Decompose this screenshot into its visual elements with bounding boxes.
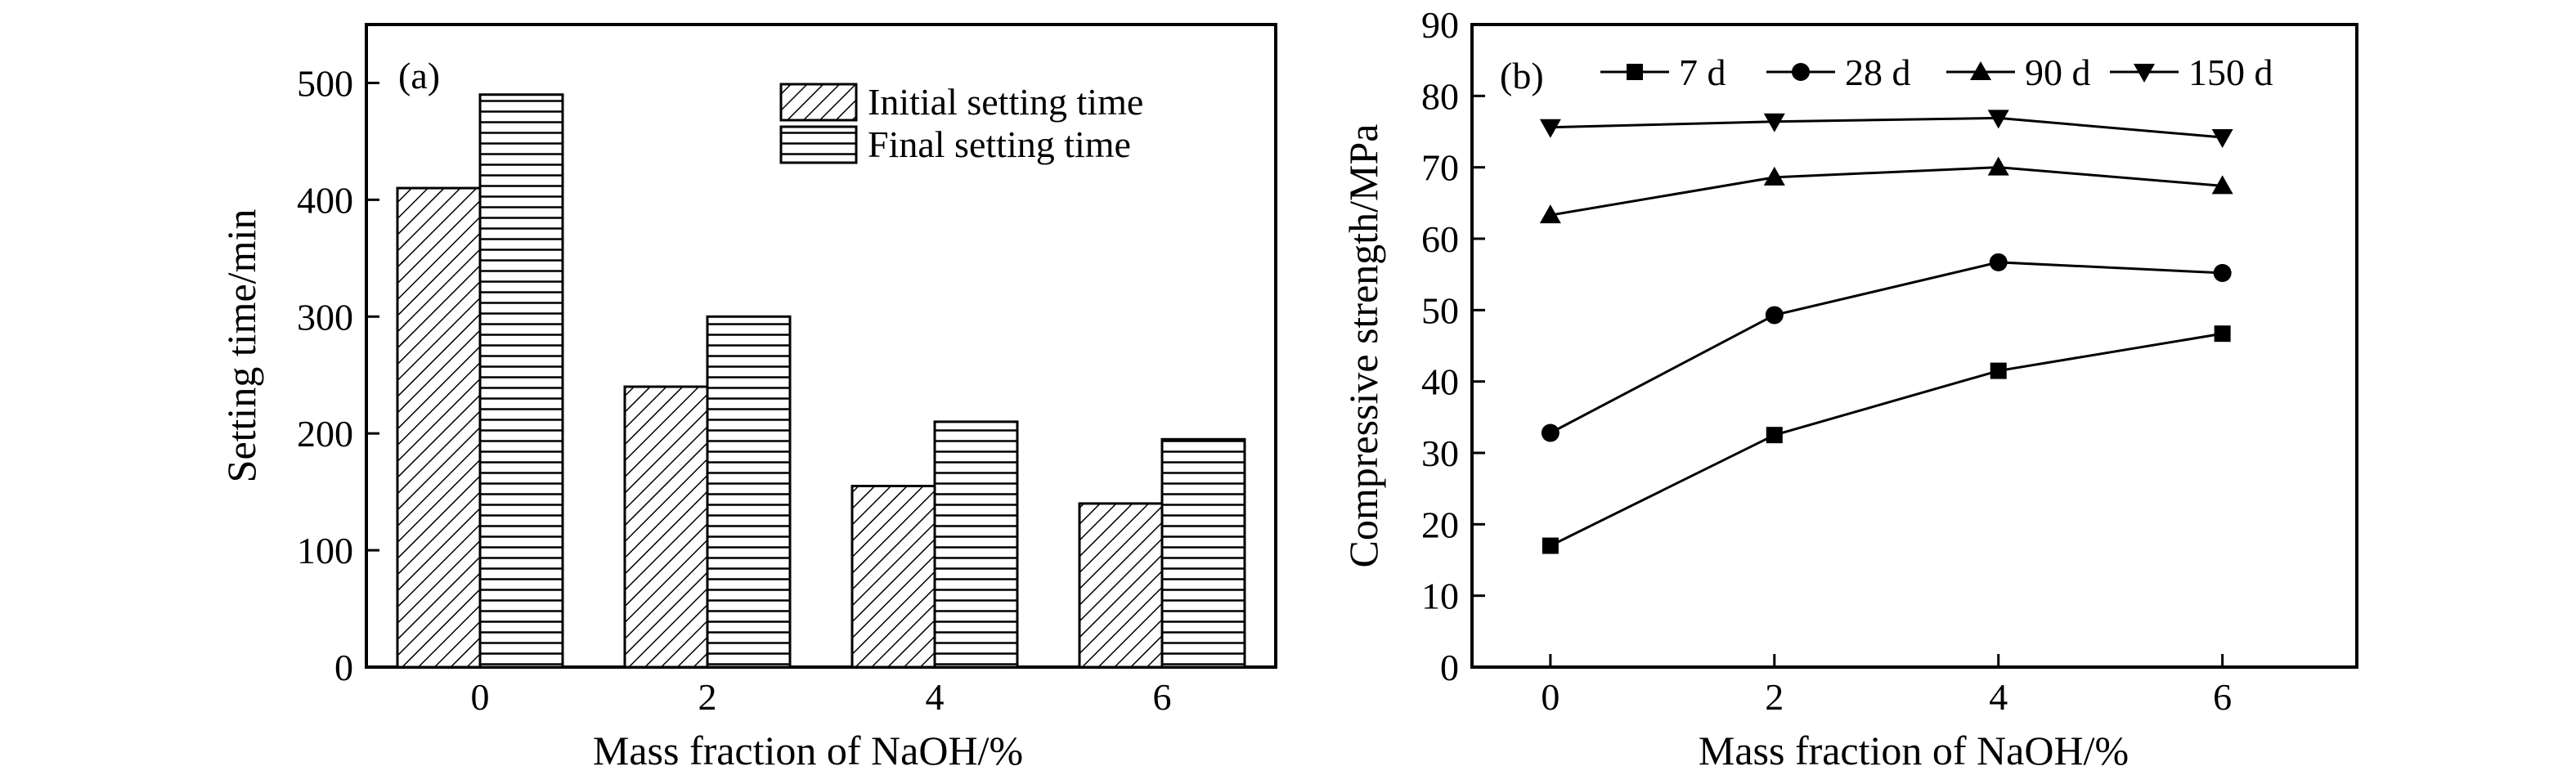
legend-label-final: Final setting time [868,123,1131,165]
bar-initial-2 [623,385,709,669]
legend-label-initial: Initial setting time [868,81,1143,123]
data-point-90d [1763,166,1785,186]
y-tick-label: 0 [334,647,353,688]
x-axis-ticks: 0 2 4 6 [1541,654,2232,718]
x-tick-label: 4 [926,676,945,718]
y-tick-label: 400 [297,179,353,221]
plot-frame-a [365,23,1277,669]
legend-label-90d: 90 d [2025,52,2091,93]
series-line-150d [1550,116,2223,139]
data-point-28d [2213,263,2232,282]
legend-b: 7 d 28 d 90 d 150 d [1600,52,2273,93]
y-axis-label-b: Compressive strength/MPa [1340,123,1386,567]
series-line-7d [1550,332,2223,547]
data-point-28d [1765,306,1784,325]
data-point-7d [1542,537,1559,554]
y-axis-ticks: 0 10 20 30 40 50 60 70 80 90 [1421,4,1485,688]
data-point-150d [1539,119,1561,138]
y-axis-label-a: Setting time/min [218,209,264,483]
legend-swatch-final [779,125,858,164]
series-line-90d [1550,166,2223,217]
legend-a: Initial setting time Final setting time [779,81,1143,165]
bar-final-2 [706,315,792,669]
legend-swatch-initial [779,83,858,122]
x-tick-label: 6 [2213,676,2232,718]
y-tick-label: 70 [1421,147,1459,189]
x-axis-label-b: Mass fraction of NaOH/% [1699,728,2129,773]
series-line-28d [1550,261,2223,434]
x-tick-label: 4 [1989,676,2008,718]
legend-label-150d: 150 d [2188,52,2273,93]
panel-label-a: (a) [398,55,440,96]
data-point-90d [1539,204,1561,224]
y-tick-label: 50 [1421,289,1459,331]
y-tick-label: 40 [1421,361,1459,403]
data-point-7d [2214,325,2231,343]
y-axis-ticks: 0 100 200 300 400 500 [297,62,379,688]
x-axis-ticks: 0 2 4 6 [471,676,1172,718]
data-point-28d [1541,423,1560,442]
legend-label-28d: 28 d [1845,52,1911,93]
bars [396,93,1246,669]
panel-label-b: (b) [1500,55,1544,96]
plot-frame-b [1470,23,2358,669]
x-tick-label: 0 [471,676,490,718]
bar-initial-4 [850,484,936,669]
x-tick-label: 6 [1153,676,1172,718]
y-tick-label: 60 [1421,218,1459,260]
y-tick-label: 30 [1421,432,1459,474]
legend-marker-90d [1970,61,1991,80]
y-tick-label: 500 [297,62,353,104]
data-point-90d [2211,175,2233,195]
legend-label-7d: 7 d [1679,52,1726,93]
y-tick-label: 80 [1421,75,1459,117]
legend-marker-7d [1627,64,1643,80]
data-point-150d [1763,113,1785,132]
x-axis-label-a: Mass fraction of NaOH/% [593,728,1023,773]
y-tick-label: 90 [1421,4,1459,46]
x-tick-label: 2 [1765,676,1784,718]
data-point-150d [2211,128,2233,148]
x-tick-label: 2 [698,676,717,718]
y-tick-label: 20 [1421,504,1459,545]
y-tick-label: 300 [297,296,353,338]
y-tick-label: 10 [1421,576,1459,617]
bar-final-4 [933,420,1019,669]
data-point-28d [1989,253,2008,271]
bar-initial-6 [1078,502,1164,669]
legend-marker-150d [2134,64,2155,83]
y-tick-label: 100 [297,530,353,571]
bar-initial-0 [396,186,482,669]
y-tick-label: 200 [297,413,353,455]
data-point-7d [1990,362,2007,379]
legend-marker-28d [1792,63,1810,81]
bar-final-0 [478,93,564,669]
data-point-150d [1987,110,2009,129]
data-point-7d [1766,427,1783,444]
setting-time-bar-chart: 0 100 200 300 400 500 0 2 4 6 (a) Mass fraction … [218,23,1277,773]
data-point-90d [1987,156,2009,176]
compressive-strength-line-chart: 0 10 20 30 40 50 60 70 80 90 0 2 4 6 (b) Mass fracti… [1340,4,2358,773]
bar-final-6 [1160,437,1246,669]
x-tick-label: 0 [1541,676,1560,718]
series-lines [1539,110,2233,554]
y-tick-label: 0 [1440,647,1459,688]
